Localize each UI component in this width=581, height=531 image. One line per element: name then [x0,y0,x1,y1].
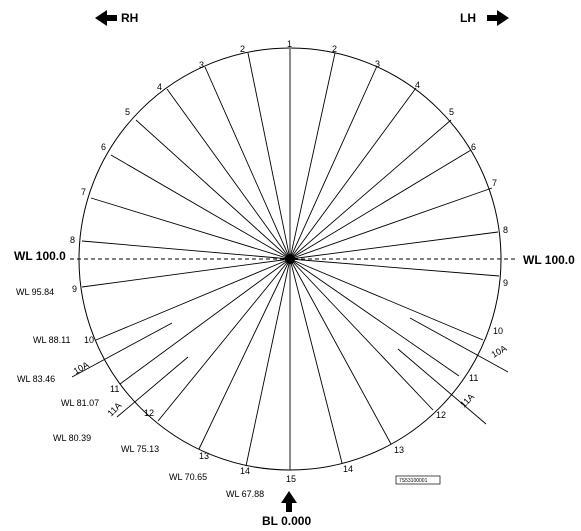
station-label: 4 [157,82,162,92]
station-label: 7 [492,178,497,188]
radial-lines [81,49,500,470]
station-label: 14 [343,464,353,474]
bl-ref-label: BL 0.000 [262,514,311,528]
waterline-labels: WL 95.84 WL 88.11 WL 83.46 WL 81.07 WL 8… [16,287,264,499]
arrow-left-icon [95,10,117,26]
waterline-label: WL 83.46 [17,374,55,384]
station-label: 10 [84,335,94,345]
waterline-label: WL 80.39 [53,433,91,443]
station-label: 11A [106,400,124,418]
station-label: 2 [240,44,245,54]
station-label: 11 [110,384,119,394]
station-label: 5 [449,107,454,117]
station-label: 3 [375,59,380,69]
station-label: 11A [458,392,476,410]
station-label: 13 [199,451,209,461]
station-label: 5 [125,107,130,117]
station-label: 1 [287,39,292,49]
extension-lines [71,317,509,425]
station-label: 13 [394,445,404,455]
arrow-up-icon [281,491,297,512]
lh-label: LH [460,11,476,25]
station-label: 12 [144,408,154,418]
station-label: 10A [490,343,509,360]
station-label: 8 [503,225,508,235]
station-label: 9 [503,278,508,288]
drawing-id: 7S53100001 [399,478,428,484]
station-label: 4 [415,80,420,90]
wl-ref-label-left: WL 100.0 [14,249,66,263]
waterline-label: WL 75.13 [121,444,159,454]
station-label: 8 [70,235,75,245]
waterline-label: WL 95.84 [16,287,54,297]
station-label: 10A [72,360,91,377]
station-label: 6 [471,142,476,152]
station-label: 3 [199,60,204,70]
wl-ref-label-right: WL 100.0 [523,253,575,267]
station-label: 7 [81,187,86,197]
waterline-label: WL 67.88 [226,489,264,499]
station-label: 15 [286,474,296,484]
arrow-right-icon [487,10,509,26]
waterline-label: WL 70.65 [169,472,207,482]
rh-label: RH [121,11,138,25]
station-label: 14 [240,466,250,476]
station-label: 9 [72,284,77,294]
waterline-label: WL 81.07 [61,398,99,408]
station-label: 10 [493,326,503,336]
drawing-id-box [395,475,441,485]
center-hub [285,254,295,264]
station-label: 6 [101,142,106,152]
station-label: 11 [469,373,478,383]
waterline-label: WL 88.11 [33,335,71,345]
station-label: 2 [332,44,337,54]
station-label: 12 [436,410,446,420]
